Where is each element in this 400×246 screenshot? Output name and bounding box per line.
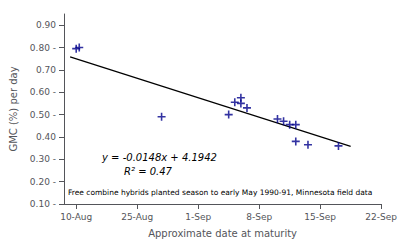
svg-text:0.50 -: 0.50 - [30, 110, 56, 120]
svg-text:0.40: 0.40 [36, 132, 56, 142]
svg-text:1-Sep: 1-Sep [185, 212, 211, 222]
svg-text:22-Sep: 22-Sep [365, 212, 397, 222]
svg-text:0.70: 0.70 [36, 65, 56, 75]
svg-text:0.80 -: 0.80 - [30, 43, 56, 53]
svg-text:R² = 0.47: R² = 0.47 [124, 166, 173, 177]
svg-text:GMC (%) per day: GMC (%) per day [8, 66, 19, 151]
svg-text:Approximate date at maturity: Approximate date at maturity [148, 228, 297, 239]
svg-text:y = -0.0148x + 4.1942: y = -0.0148x + 4.1942 [101, 152, 217, 163]
svg-text:0.60 -: 0.60 - [30, 87, 56, 97]
svg-text:0.90: 0.90 [36, 20, 56, 30]
svg-text:0.10 -: 0.10 - [30, 199, 56, 209]
svg-text:0.20 -: 0.20 - [30, 177, 56, 187]
svg-text:Free combine hybrids planted s: Free combine hybrids planted season to e… [68, 188, 372, 197]
svg-text:10-Aug: 10-Aug [60, 212, 92, 222]
svg-text:0.30 -: 0.30 - [30, 154, 56, 164]
svg-text:8-Sep: 8-Sep [246, 212, 272, 222]
svg-text:25-Aug: 25-Aug [121, 212, 153, 222]
svg-text:15-Sep: 15-Sep [304, 212, 336, 222]
